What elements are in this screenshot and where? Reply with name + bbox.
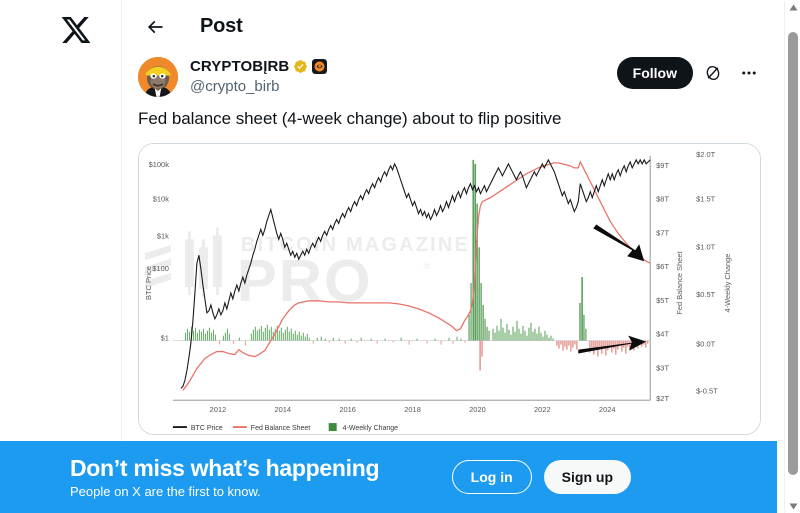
weekly-change-flipping-arrow bbox=[578, 335, 647, 354]
x-tick-2018: 2018 bbox=[404, 405, 421, 414]
y-tick-left-2: $1k bbox=[157, 231, 169, 240]
y-tick-fed-3: $6T bbox=[656, 262, 669, 271]
author-display-name[interactable]: CRYPTOBĮRB bbox=[190, 58, 290, 75]
bored-ape-avatar bbox=[138, 57, 178, 97]
arrow-left-icon bbox=[147, 20, 163, 33]
banner-text: Don’t miss what’s happening People on X … bbox=[70, 454, 380, 501]
chart-container: BITCOIN MAGAZINE PRO ® $100k $10k $1k $1… bbox=[139, 144, 760, 434]
name-line: CRYPTOBĮRB bbox=[190, 57, 328, 76]
grok-actions-button[interactable] bbox=[697, 57, 729, 89]
y-tick-chg-5: $-0.5T bbox=[696, 386, 718, 395]
y-axis-label-4-weekly-change: 4-Weekly Change bbox=[723, 254, 732, 313]
y-tick-chg-2: $1.0T bbox=[696, 242, 716, 251]
author-handle[interactable]: @crypto_birb bbox=[190, 78, 280, 95]
signup-button[interactable]: Sign up bbox=[543, 460, 631, 494]
x-tick-2022: 2022 bbox=[534, 405, 551, 414]
y-tick-chg-0: $2.0T bbox=[696, 150, 716, 159]
affiliate-square-icon[interactable] bbox=[312, 59, 328, 74]
post-header-actions: Follow bbox=[616, 57, 765, 89]
y-axis-label-btc-price: BTC Price bbox=[144, 266, 153, 300]
back-button[interactable] bbox=[138, 10, 172, 44]
y-tick-left-0: $100k bbox=[149, 160, 170, 169]
login-button[interactable]: Log in bbox=[451, 460, 532, 494]
x-tick-2020: 2020 bbox=[469, 405, 486, 414]
grok-slash-circle-icon bbox=[706, 65, 720, 81]
banner-title: Don’t miss what’s happening bbox=[70, 454, 380, 481]
series-btc-price bbox=[180, 158, 651, 389]
fed-balance-sheet-chart: BITCOIN MAGAZINE PRO ® $100k $10k $1k $1… bbox=[139, 144, 760, 434]
banner-actions: Log in Sign up bbox=[451, 460, 761, 494]
x-tick-2024: 2024 bbox=[599, 405, 616, 414]
banner-subtitle: People on X are the first to know. bbox=[70, 483, 261, 499]
y-tick-chg-1: $1.5T bbox=[696, 195, 716, 204]
author-row: CRYPTOBĮRB @crypto_birb bbox=[122, 53, 777, 97]
svg-text:PRO: PRO bbox=[237, 247, 373, 314]
left-rail bbox=[0, 0, 121, 513]
post-media-chart[interactable]: BITCOIN MAGAZINE PRO ® $100k $10k $1k $1… bbox=[138, 143, 761, 435]
vertical-scrollbar[interactable] bbox=[784, 0, 800, 513]
avatar[interactable] bbox=[138, 57, 178, 97]
y-tick-fed-1: $8T bbox=[656, 195, 669, 204]
x-tick-2016: 2016 bbox=[339, 405, 356, 414]
y-tick-left-3: $100 bbox=[152, 264, 169, 273]
author-names: CRYPTOBĮRB @crypto_birb bbox=[190, 57, 328, 97]
legend-item-btc-price: BTC Price bbox=[191, 425, 223, 432]
y-tick-fed-5: $4T bbox=[656, 330, 669, 339]
page-title: Post bbox=[200, 15, 243, 37]
scrollbar-thumb[interactable] bbox=[788, 32, 798, 475]
more-horizontal-icon bbox=[742, 71, 756, 75]
svg-text:BITCOIN MAGAZINE: BITCOIN MAGAZINE bbox=[241, 234, 470, 256]
series-4-weekly-change bbox=[172, 159, 651, 371]
post-main-column: Post bbox=[121, 0, 777, 513]
y-tick-fed-7: $2T bbox=[656, 394, 669, 403]
x-tick-2012: 2012 bbox=[210, 405, 227, 414]
scrollbar-track[interactable] bbox=[785, 14, 800, 499]
scroll-down-arrow-icon[interactable] bbox=[785, 499, 800, 513]
scroll-up-arrow-icon[interactable] bbox=[785, 0, 800, 14]
more-options-button[interactable] bbox=[733, 57, 765, 89]
y-tick-left-1: $10k bbox=[153, 195, 169, 204]
post-header: Post bbox=[122, 0, 777, 53]
y-tick-left-4: $1 bbox=[161, 334, 169, 343]
series-fed-balance-sheet bbox=[182, 160, 651, 391]
signup-banner: Don’t miss what’s happening People on X … bbox=[0, 441, 777, 513]
y-tick-fed-4: $5T bbox=[656, 296, 669, 305]
chart-legend: BTC Price Fed Balance Sheet 4-Weekly Cha… bbox=[172, 423, 399, 432]
y-tick-chg-4: $0.0T bbox=[696, 340, 716, 349]
legend-item-4-weekly-change: 4-Weekly Change bbox=[343, 425, 399, 432]
y-tick-fed-2: $7T bbox=[656, 228, 669, 237]
post-text: Fed balance sheet (4-week change) about … bbox=[138, 109, 562, 128]
legend-item-fed-balance-sheet: Fed Balance Sheet bbox=[251, 425, 310, 432]
svg-text:®: ® bbox=[424, 261, 431, 271]
y-tick-fed-6: $3T bbox=[656, 363, 669, 372]
fed-balance-declining-arrow bbox=[593, 224, 645, 262]
x-logo-icon[interactable] bbox=[60, 14, 92, 46]
x-tick-2014: 2014 bbox=[274, 405, 291, 414]
bitcoin-magazine-pro-watermark: BITCOIN MAGAZINE PRO ® bbox=[144, 227, 470, 314]
follow-button[interactable]: Follow bbox=[616, 57, 693, 89]
gold-verified-icon bbox=[294, 60, 308, 73]
y-tick-fed-0: $9T bbox=[656, 161, 669, 170]
y-axis-label-fed-balance-sheet: Fed Balance Sheet bbox=[675, 251, 684, 315]
y-tick-chg-3: $0.5T bbox=[696, 290, 716, 299]
